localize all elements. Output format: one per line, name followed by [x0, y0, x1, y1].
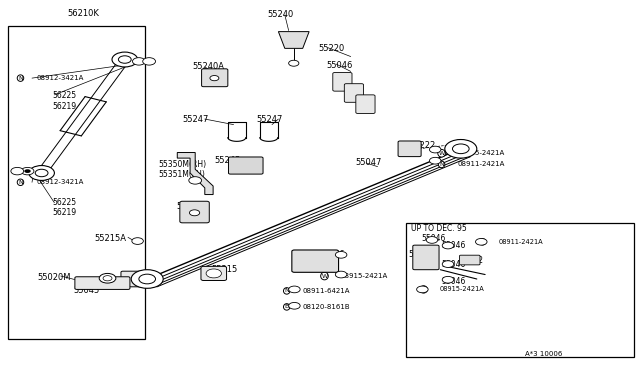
Bar — [8, 26, 145, 339]
Text: W: W — [420, 287, 427, 292]
Circle shape — [442, 261, 454, 267]
Text: N: N — [18, 76, 23, 81]
Text: 55240A: 55240A — [176, 202, 208, 211]
Text: 56219: 56219 — [52, 208, 77, 217]
Circle shape — [99, 273, 116, 283]
Text: 55351M(LH): 55351M(LH) — [159, 170, 205, 179]
Text: 55240: 55240 — [268, 10, 294, 19]
Text: UP TO DEC. 95: UP TO DEC. 95 — [411, 224, 467, 232]
Text: W: W — [321, 273, 328, 279]
Text: W: W — [438, 151, 445, 156]
Circle shape — [289, 302, 300, 309]
FancyBboxPatch shape — [121, 271, 144, 287]
Text: 56225: 56225 — [52, 92, 77, 100]
Text: B: B — [285, 304, 289, 310]
FancyBboxPatch shape — [398, 141, 421, 157]
Text: 55045: 55045 — [74, 286, 100, 295]
FancyBboxPatch shape — [75, 277, 130, 289]
Text: 55020M: 55020M — [37, 273, 70, 282]
Circle shape — [210, 76, 219, 81]
Text: 55046: 55046 — [326, 61, 353, 70]
Text: 55047: 55047 — [355, 158, 381, 167]
Text: 08915-2421A: 08915-2421A — [458, 150, 505, 156]
Circle shape — [139, 274, 156, 284]
Text: 55243: 55243 — [214, 156, 241, 165]
FancyBboxPatch shape — [413, 245, 439, 270]
Circle shape — [132, 58, 145, 65]
Text: 55046: 55046 — [442, 241, 466, 250]
Circle shape — [189, 177, 202, 184]
FancyBboxPatch shape — [292, 250, 339, 272]
Text: 08912-3421A: 08912-3421A — [36, 75, 84, 81]
Circle shape — [289, 60, 299, 66]
Text: N: N — [439, 162, 444, 167]
Circle shape — [442, 242, 454, 249]
Circle shape — [335, 251, 347, 258]
FancyBboxPatch shape — [202, 69, 228, 87]
Text: 56210K: 56210K — [67, 9, 99, 17]
Circle shape — [24, 169, 31, 173]
Text: 08120-8161B: 08120-8161B — [303, 304, 350, 310]
Circle shape — [445, 140, 477, 158]
Text: 55046: 55046 — [442, 278, 466, 286]
Circle shape — [103, 276, 112, 281]
Text: 55350M(RH): 55350M(RH) — [159, 160, 207, 169]
Text: 55222: 55222 — [460, 256, 484, 265]
Circle shape — [289, 286, 300, 293]
Circle shape — [132, 238, 143, 244]
Circle shape — [442, 276, 454, 283]
FancyBboxPatch shape — [228, 157, 263, 174]
Text: 55220: 55220 — [408, 250, 433, 259]
Text: 55215A: 55215A — [95, 234, 127, 243]
Circle shape — [335, 271, 347, 278]
FancyBboxPatch shape — [344, 84, 364, 102]
Bar — [406, 223, 634, 357]
Circle shape — [118, 56, 131, 63]
Text: 08911-2421A: 08911-2421A — [458, 161, 505, 167]
Circle shape — [35, 169, 48, 177]
Circle shape — [11, 167, 24, 175]
FancyBboxPatch shape — [460, 255, 480, 265]
FancyBboxPatch shape — [333, 73, 352, 91]
Circle shape — [417, 286, 428, 293]
Text: N: N — [18, 180, 23, 185]
Text: 08912-3421A: 08912-3421A — [36, 179, 84, 185]
Circle shape — [426, 237, 438, 243]
Circle shape — [452, 144, 469, 154]
FancyBboxPatch shape — [356, 95, 375, 113]
Polygon shape — [278, 32, 309, 48]
Circle shape — [476, 238, 487, 245]
Text: 08911-6421A: 08911-6421A — [303, 288, 350, 294]
Text: 08915-2421A: 08915-2421A — [440, 286, 484, 292]
Circle shape — [429, 146, 441, 153]
Circle shape — [189, 210, 200, 216]
Polygon shape — [177, 153, 213, 195]
FancyBboxPatch shape — [180, 201, 209, 223]
Circle shape — [112, 52, 138, 67]
Circle shape — [143, 58, 156, 65]
Text: N: N — [480, 239, 485, 244]
Text: 56219: 56219 — [52, 102, 77, 110]
Text: 55220: 55220 — [319, 44, 345, 53]
Text: 55247: 55247 — [182, 115, 209, 124]
Text: A*3 10006: A*3 10006 — [525, 351, 562, 357]
Circle shape — [131, 270, 163, 288]
Circle shape — [206, 269, 221, 278]
Text: 55215: 55215 — [211, 265, 237, 274]
Text: 55222: 55222 — [410, 141, 436, 150]
Text: 55046: 55046 — [442, 260, 466, 269]
Text: 56225: 56225 — [52, 198, 77, 207]
Text: 08915-2421A: 08915-2421A — [340, 273, 388, 279]
Circle shape — [29, 166, 54, 180]
Text: 08911-2421A: 08911-2421A — [499, 239, 543, 245]
Circle shape — [429, 157, 441, 164]
Text: 55036: 55036 — [319, 250, 345, 259]
Circle shape — [21, 167, 34, 175]
Text: 55046: 55046 — [422, 234, 446, 243]
Text: N: N — [284, 288, 289, 294]
Text: 55247: 55247 — [256, 115, 282, 124]
FancyBboxPatch shape — [201, 266, 227, 280]
Text: 55240A: 55240A — [192, 62, 224, 71]
